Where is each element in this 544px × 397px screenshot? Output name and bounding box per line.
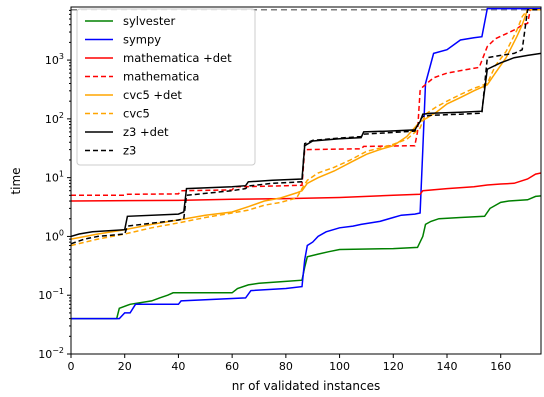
legend-entry: mathematica +det <box>123 51 232 65</box>
series-line-4 <box>71 8 541 240</box>
x-axis-ticks: 0 20 40 60 80 100 120 140 160 <box>68 354 511 373</box>
series-line-3 <box>71 8 541 197</box>
y-tick-label: 10−1 <box>38 287 64 302</box>
x-tick-label: 0 <box>68 360 75 373</box>
legend-entry: z3 +det <box>123 125 169 139</box>
y-axis-ticks: 10−2 10−1 100 101 102 103 <box>38 9 71 361</box>
series-line-7 <box>71 8 541 245</box>
y-tick-label: 10−2 <box>38 346 64 361</box>
x-tick-label: 20 <box>118 360 132 373</box>
series-line-2 <box>71 172 541 202</box>
x-tick-label: 100 <box>329 360 350 373</box>
y-tick-label: 103 <box>45 52 64 67</box>
y-tick-label: 100 <box>45 228 64 243</box>
series-line-0 <box>71 195 541 320</box>
legend: sylvester sympy mathematica +det mathematic… <box>76 8 256 166</box>
y-tick-label: 102 <box>45 111 64 126</box>
series-line-5 <box>71 8 541 247</box>
x-tick-label: 60 <box>225 360 239 373</box>
y-axis-label: time <box>9 167 23 194</box>
y-tick-label: 101 <box>45 170 64 185</box>
legend-entry: sylvester <box>123 14 175 28</box>
legend-entry: mathematica <box>123 70 199 84</box>
legend-entry: z3 <box>123 144 136 158</box>
legend-entry: cvc5 <box>123 107 150 121</box>
x-tick-label: 140 <box>437 360 458 373</box>
legend-entry: cvc5 +det <box>123 88 182 102</box>
x-tick-label: 40 <box>171 360 185 373</box>
x-axis-label: nr of validated instances <box>232 379 380 393</box>
legend-entry: sympy <box>123 33 161 47</box>
x-tick-label: 80 <box>279 360 293 373</box>
legend-box <box>76 8 256 166</box>
plot-area <box>71 7 541 320</box>
series-line-1 <box>71 7 541 320</box>
x-tick-label: 120 <box>383 360 404 373</box>
x-tick-label: 160 <box>490 360 511 373</box>
